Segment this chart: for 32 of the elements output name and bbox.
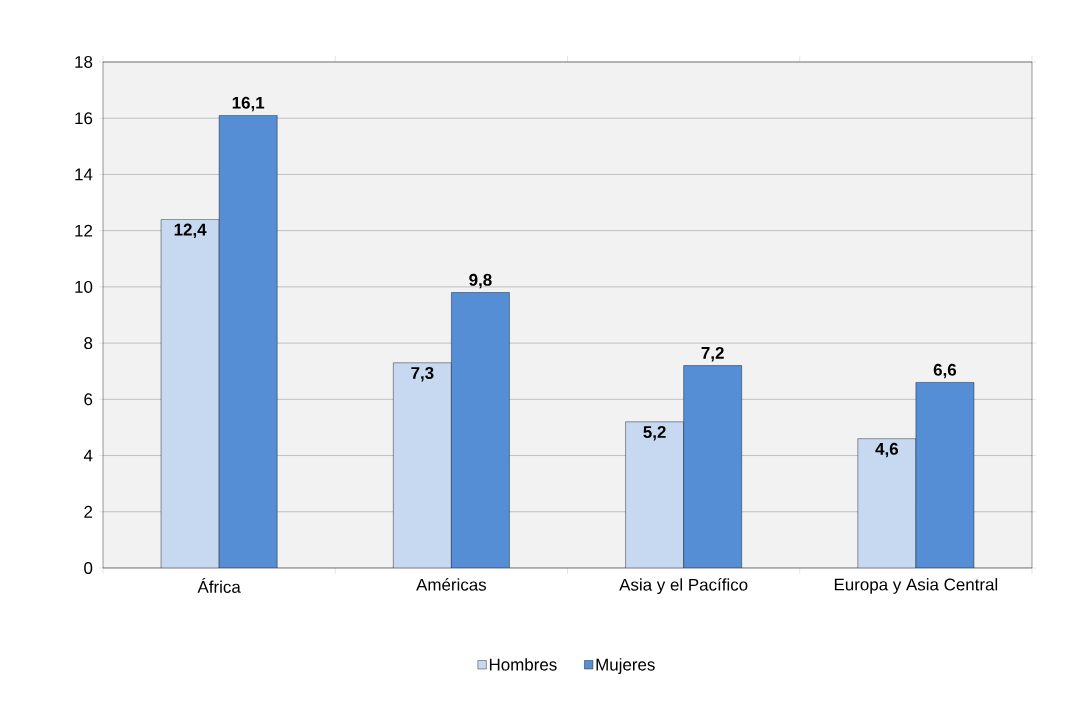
legend-label: Mujeres (596, 658, 655, 674)
x-tick-label: África (197, 578, 241, 593)
data-label: 5,2 (643, 426, 666, 441)
y-tick-label: 6 (84, 393, 93, 406)
bar (393, 362, 452, 568)
bar (915, 382, 975, 568)
bar (625, 421, 684, 568)
data-label: 7,3 (411, 366, 434, 382)
y-tick-label: 16 (75, 112, 93, 125)
bar (160, 219, 220, 568)
bar (218, 115, 278, 568)
y-tick-label: 0 (84, 561, 93, 574)
legend-label: Hombres (489, 658, 557, 671)
x-tick-label: Europa y Asia Central (834, 578, 998, 594)
data-label: 9,8 (469, 273, 492, 289)
data-label: 12,4 (174, 223, 207, 239)
bar (683, 365, 742, 568)
data-label: 7,2 (701, 346, 724, 362)
y-tick-label: 14 (75, 168, 93, 181)
data-label: 6,6 (933, 363, 957, 379)
x-tick-label: Américas (416, 578, 487, 591)
y-tick-label: 10 (75, 280, 93, 293)
data-label: 4,6 (875, 442, 899, 458)
y-tick-label: 2 (84, 505, 93, 518)
y-tick-label: 8 (84, 337, 93, 350)
y-tick-label: 4 (83, 449, 93, 462)
data-label: 16,1 (232, 96, 265, 112)
x-tick-label: Asia y el Pacífico (619, 578, 748, 595)
y-tick-label: 12 (75, 224, 93, 237)
bar (857, 438, 917, 568)
bar (451, 292, 510, 568)
y-tick-label: 18 (75, 55, 93, 68)
